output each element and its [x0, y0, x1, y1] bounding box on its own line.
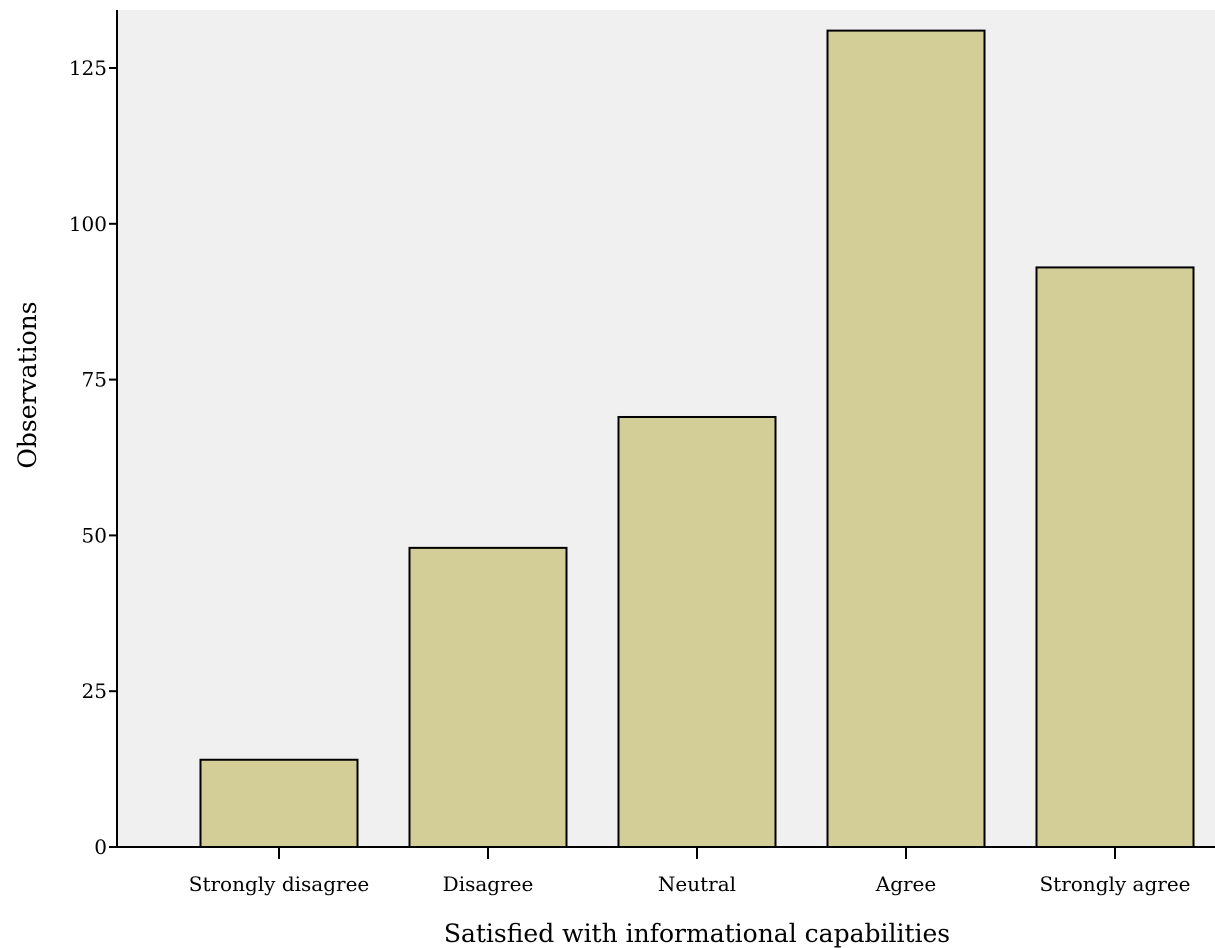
- bar: [1035, 266, 1195, 848]
- x-tick-label: Strongly agree: [1039, 872, 1190, 896]
- x-tick-label: Strongly disagree: [189, 872, 370, 896]
- bar: [408, 546, 568, 848]
- x-tick-label: Disagree: [443, 872, 534, 896]
- bar: [199, 758, 359, 849]
- y-tick-label: 25: [82, 679, 107, 703]
- bar: [617, 415, 777, 848]
- bars-group: [199, 29, 1195, 849]
- x-ticks-group: Strongly disagree Disagree Neutral Agree Str…: [189, 847, 1191, 896]
- y-tick-label: 100: [69, 212, 107, 236]
- y-tick-label: 0: [94, 835, 107, 859]
- x-tick-label: Neutral: [658, 872, 736, 896]
- x-axis-title: Satisfied with informational capabilitie…: [444, 919, 950, 948]
- y-tick-label: 50: [82, 523, 107, 547]
- y-ticks-group: 0 25 50 75 100 125: [69, 56, 117, 859]
- y-tick-label: 125: [69, 56, 107, 80]
- x-tick-label: Agree: [875, 872, 936, 896]
- y-axis-title: Observations: [13, 301, 42, 468]
- y-tick-label: 75: [82, 368, 107, 392]
- bar: [826, 29, 986, 849]
